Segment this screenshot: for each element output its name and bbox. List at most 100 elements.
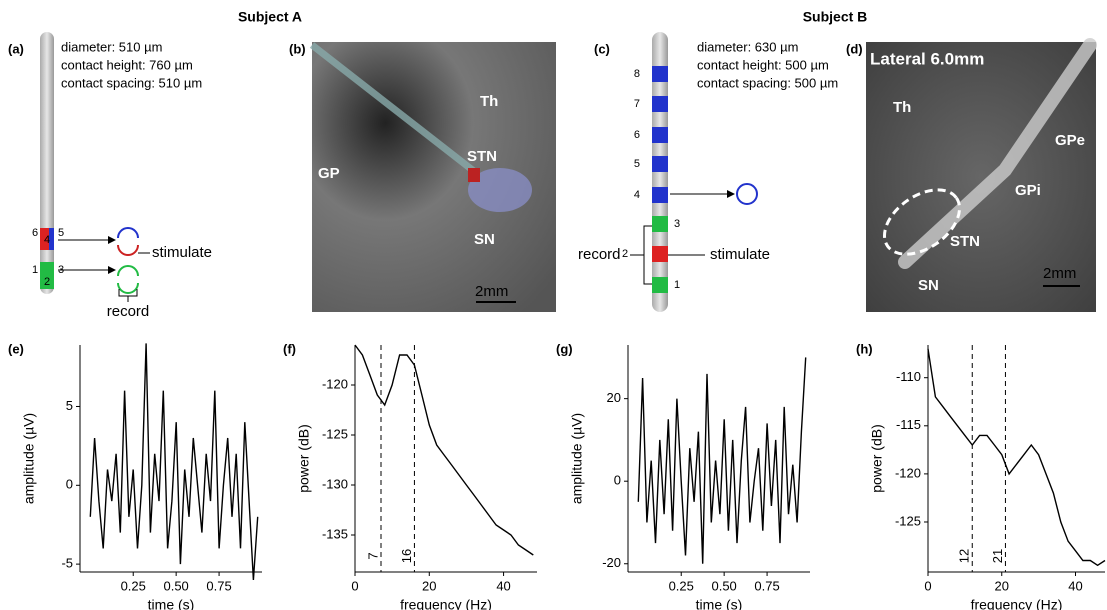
contact-number: 8: [634, 68, 640, 80]
contact-icon: [117, 244, 139, 256]
data-line: [354, 344, 534, 556]
bracket: [630, 225, 652, 285]
contact: [652, 187, 668, 203]
scale-label: 2mm: [475, 283, 508, 300]
contact-number: 5: [634, 158, 640, 170]
mri-image: Th STN GP SN 2mm: [309, 42, 556, 312]
spec: contact spacing: 510 µm: [61, 75, 202, 90]
y-tick-label: 5: [66, 398, 73, 413]
x-tick-label: 20: [995, 578, 1009, 593]
arrow-head: [727, 190, 735, 198]
panel-label: (c): [594, 41, 610, 56]
record-label: record: [107, 303, 150, 320]
contact: [468, 168, 480, 182]
spec: diameter: 510 µm: [61, 39, 162, 54]
panel-label: (b): [289, 41, 306, 56]
stimulate-label: stimulate: [152, 244, 212, 261]
bracket: [118, 289, 138, 302]
region-label: SN: [918, 277, 939, 294]
x-tick-label: 0: [351, 578, 358, 593]
panel-label: (a): [8, 41, 24, 56]
x-tick-label: 40: [496, 578, 510, 593]
spec: contact spacing: 500 µm: [697, 75, 838, 90]
spec: contact height: 500 µm: [697, 57, 829, 72]
subject-title: Subject A: [238, 9, 302, 25]
panel-label: (e): [8, 341, 24, 356]
region-label: STN: [950, 233, 980, 250]
contact: [40, 262, 54, 289]
highlight: [883, 188, 961, 256]
y-tick-label: 0: [66, 477, 73, 492]
stn-volume: [468, 168, 532, 212]
data-line: [89, 343, 259, 580]
x-tick-label: 0.75: [754, 578, 779, 593]
contact: [652, 277, 668, 293]
x-tick-label: 20: [422, 578, 436, 593]
record-label: record: [578, 246, 621, 263]
contact-number: 4: [634, 189, 640, 201]
contact-number: 5: [58, 227, 64, 239]
contact-number: 2: [44, 276, 50, 288]
arrow-head: [108, 236, 116, 244]
contact: [652, 66, 668, 82]
spec: diameter: 630 µm: [697, 39, 798, 54]
subject-title: Subject B: [803, 9, 868, 25]
stimulate-label: stimulate: [710, 246, 770, 263]
y-axis-label: power (dB): [296, 424, 312, 492]
panel-label: (d): [846, 41, 863, 56]
scale-label: 2mm: [1043, 265, 1076, 282]
spec: contact height: 760 µm: [61, 57, 193, 72]
y-axis-label: amplitude (µV): [569, 413, 585, 504]
contact: [652, 96, 668, 112]
contact-number: 6: [32, 227, 38, 239]
data-line: [927, 348, 1106, 567]
reference-label: 12: [957, 549, 972, 563]
y-tick-label: 0: [614, 473, 621, 488]
region-label: STN: [467, 148, 497, 165]
x-tick-label: 40: [1068, 578, 1082, 593]
contact: [652, 246, 668, 262]
region-label: GPi: [1015, 182, 1041, 199]
arrow-head: [108, 266, 116, 274]
y-tick-label: -120: [322, 376, 348, 391]
panel-label: (g): [556, 341, 573, 356]
y-tick-label: -130: [322, 476, 348, 491]
region-label: Th: [893, 99, 911, 116]
contact-icon: [736, 183, 758, 205]
region-label: Th: [480, 93, 498, 110]
contact: [652, 127, 668, 143]
y-tick-label: -135: [322, 526, 348, 541]
contact-number: 2: [622, 248, 628, 260]
y-tick-label: -5: [61, 556, 73, 571]
y-tick-label: 20: [607, 390, 621, 405]
panel-label: (h): [856, 341, 873, 356]
x-tick-label: 0.25: [121, 578, 146, 593]
contact-number: 7: [634, 98, 640, 110]
reference-label: 21: [990, 549, 1005, 563]
x-tick-label: 0.50: [711, 578, 736, 593]
contact: [652, 216, 668, 232]
contact-number: 3: [674, 218, 680, 230]
contact-number: 1: [674, 279, 680, 291]
contact-icon: [117, 265, 139, 277]
y-tick-label: -120: [895, 465, 921, 480]
x-tick-label: 0: [924, 578, 931, 593]
reference-label: 7: [365, 552, 380, 559]
region-label: GPe: [1055, 132, 1085, 149]
contacts: 8 7 6 5 4 3 2 1: [622, 66, 680, 293]
lead: [40, 32, 54, 294]
contact: [652, 156, 668, 172]
contact-icon: [117, 282, 139, 294]
x-axis-label: time (s): [696, 597, 743, 610]
y-tick-label: -20: [602, 555, 621, 570]
x-axis-label: frequency (Hz): [400, 597, 492, 610]
x-tick-label: 0.25: [669, 578, 694, 593]
image-title: Lateral 6.0mm: [870, 49, 984, 68]
contact-number: 1: [32, 264, 38, 276]
region-label: SN: [474, 231, 495, 248]
x-axis-label: frequency (Hz): [971, 597, 1063, 610]
x-tick-label: 0.50: [163, 578, 188, 593]
contact-icon: [117, 227, 139, 239]
